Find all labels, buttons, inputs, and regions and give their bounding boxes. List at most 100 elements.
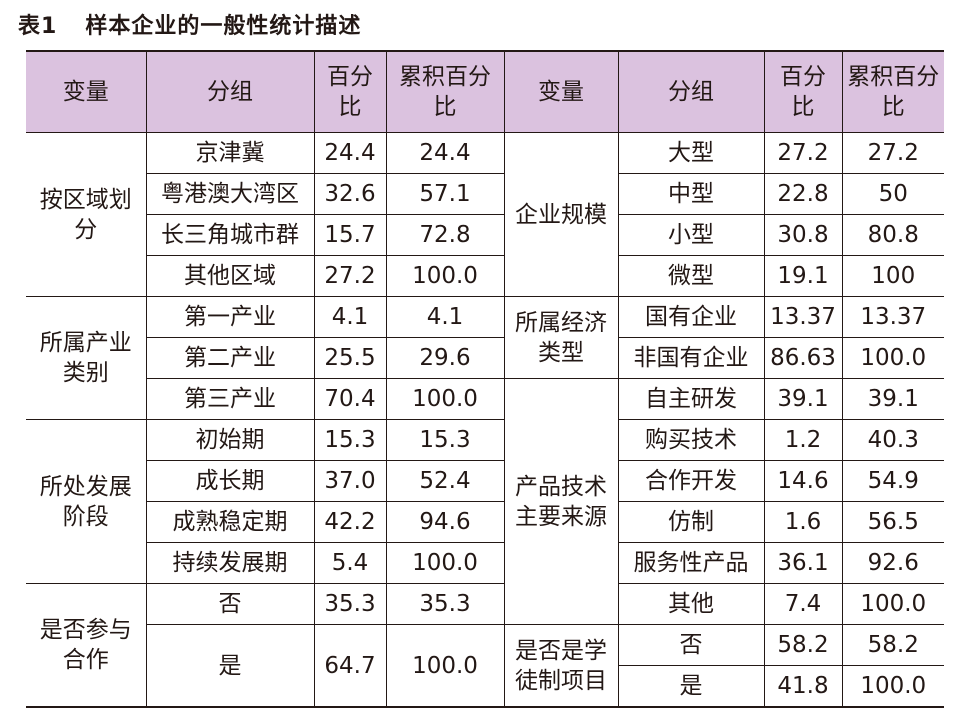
cumulative-cell: 100.0 [385,255,504,297]
variable-region: 按区域划分 [26,132,146,297]
header-cumulative: 累积百分比 [385,50,504,133]
percent-cell: 5.4 [313,542,386,584]
group-cell: 微型 [617,255,764,297]
group-cell: 粤港澳大湾区 [145,173,314,215]
table-row: 是否参与合作 否 35.3 35.3 其他 7.4 100.0 [26,583,944,708]
variable-stage: 所处发展阶段 [26,419,146,584]
percent-cell: 27.2 [313,255,386,297]
header-row: 变量 分组 百分比 累积百分比 变量 分组 百分比 累积百分比 [26,50,944,133]
percent-cell: 24.4 [313,132,386,174]
percent-cell: 15.3 [313,419,386,461]
table-row: 第二产业 25.5 29.6 非国有企业 86.63 100.0 [26,337,944,379]
header-percent: 百分比 [313,50,386,133]
group-cell: 自主研发 [617,378,764,420]
group-cell: 长三角城市群 [145,214,314,256]
cumulative-cell: 40.3 [841,419,944,461]
table-row: 第三产业 70.4 100.0 产品技术主要来源 自主研发 39.1 39.1 [26,378,944,625]
table-caption: 表1 样本企业的一般性统计描述 [18,8,361,40]
cumulative-cell: 100.0 [841,665,944,708]
cumulative-cell: 92.6 [841,542,944,584]
cumulative-cell: 35.3 [385,583,504,625]
percent-cell: 13.37 [763,296,842,338]
cumulative-cell: 54.9 [841,460,944,502]
cumulative-cell: 4.1 [385,296,504,338]
percent-cell: 64.7 [313,624,386,708]
cumulative-cell: 15.3 [385,419,504,461]
cumulative-cell: 27.2 [841,132,944,174]
cumulative-cell: 52.4 [385,460,504,502]
table-title: 样本企业的一般性统计描述 [85,14,362,39]
percent-cell: 32.6 [313,173,386,215]
header-group-right: 分组 [617,50,764,133]
cumulative-cell: 100.0 [841,583,944,625]
percent-cell: 36.1 [763,542,842,584]
group-cell: 服务性产品 [617,542,764,584]
group-cell: 仿制 [617,501,764,543]
table-row: 所处发展阶段 初始期 15.3 15.3 购买技术 1.2 40.3 [26,419,944,584]
percent-cell: 42.2 [313,501,386,543]
group-cell: 否 [617,624,764,666]
cumulative-cell: 13.37 [841,296,944,338]
group-cell: 持续发展期 [145,542,314,584]
cumulative-cell: 29.6 [385,337,504,379]
percent-cell: 41.8 [763,665,842,708]
cumulative-cell: 57.1 [385,173,504,215]
cumulative-cell: 100.0 [385,542,504,584]
table-row: 所属产业类别 第一产业 4.1 4.1 所属经济类型 国有企业 13.37 13… [26,296,944,420]
percent-cell: 1.6 [763,501,842,543]
group-cell: 非国有企业 [617,337,764,379]
cumulative-cell: 100 [841,255,944,297]
variable-apprenticeship: 是否是学徒制项目 [503,624,618,708]
table-row: 持续发展期 5.4 100.0 服务性产品 36.1 92.6 [26,542,944,584]
group-cell: 京津冀 [145,132,314,174]
percent-cell: 70.4 [313,378,386,420]
group-cell: 是 [617,665,764,708]
cumulative-cell: 100.0 [841,337,944,379]
header-variable-right: 变量 [503,50,618,133]
statistics-table: 变量 分组 百分比 累积百分比 变量 分组 百分比 累积百分比 按区域划分 京津… [26,50,944,708]
group-cell: 第二产业 [145,337,314,379]
cumulative-cell: 100.0 [385,378,504,420]
table-row: 长三角城市群 15.7 72.8 小型 30.8 80.8 [26,214,944,256]
table-row: 成长期 37.0 52.4 合作开发 14.6 54.9 [26,460,944,502]
percent-cell: 30.8 [763,214,842,256]
percent-cell: 58.2 [763,624,842,666]
variable-scale: 企业规模 [503,132,618,297]
group-cell: 成熟稳定期 [145,501,314,543]
group-cell: 第三产业 [145,378,314,420]
group-cell: 第一产业 [145,296,314,338]
table-number: 表1 [18,14,58,39]
table-row: 按区域划分 京津冀 24.4 24.4 企业规模 大型 27.2 27.2 [26,132,944,297]
header-percent-right: 百分比 [763,50,842,133]
percent-cell: 22.8 [763,173,842,215]
group-cell: 中型 [617,173,764,215]
header-group: 分组 [145,50,314,133]
cumulative-cell: 24.4 [385,132,504,174]
percent-cell: 1.2 [763,419,842,461]
group-cell: 其他 [617,583,764,625]
group-cell: 合作开发 [617,460,764,502]
group-cell: 是 [145,624,314,708]
group-cell: 国有企业 [617,296,764,338]
variable-cooperation: 是否参与合作 [26,583,146,708]
percent-cell: 19.1 [763,255,842,297]
percent-cell: 7.4 [763,583,842,625]
group-cell: 成长期 [145,460,314,502]
percent-cell: 86.63 [763,337,842,379]
table-row: 其他区域 27.2 100.0 微型 19.1 100 [26,255,944,297]
group-cell: 大型 [617,132,764,174]
cumulative-cell: 94.6 [385,501,504,543]
variable-ownership: 所属经济类型 [503,296,618,379]
percent-cell: 39.1 [763,378,842,420]
percent-cell: 15.7 [313,214,386,256]
percent-cell: 27.2 [763,132,842,174]
cumulative-cell: 72.8 [385,214,504,256]
cumulative-cell: 100.0 [385,624,504,708]
variable-tech-source: 产品技术主要来源 [503,378,618,625]
percent-cell: 14.6 [763,460,842,502]
table-row: 是 64.7 100.0 是否是学徒制项目 否 58.2 58.2 [26,624,944,708]
cumulative-cell: 58.2 [841,624,944,666]
group-cell: 小型 [617,214,764,256]
cumulative-cell: 39.1 [841,378,944,420]
variable-industry: 所属产业类别 [26,296,146,420]
